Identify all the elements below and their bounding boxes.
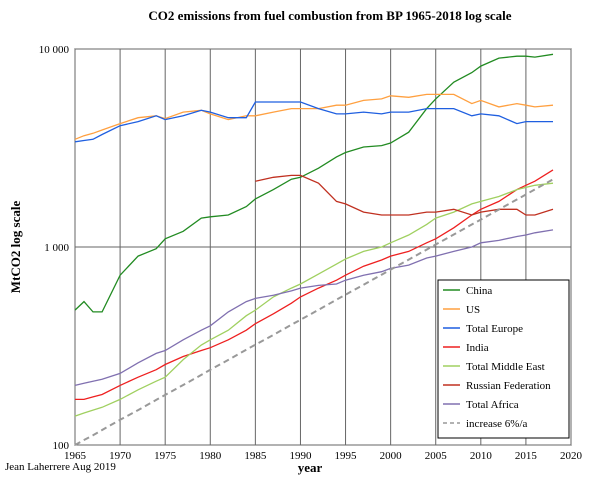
x-tick-label: 1970 <box>109 450 132 462</box>
series-line <box>74 178 554 446</box>
series-line <box>74 101 553 143</box>
x-tick-label: 2020 <box>560 450 583 462</box>
x-tick-label: 2010 <box>470 450 493 462</box>
annotation: Jean Laherrere Aug 2019 <box>5 461 116 473</box>
chart-title: CO2 emissions from fuel combustion from … <box>148 8 511 23</box>
x-tick-label: 1985 <box>244 450 267 462</box>
series-line <box>75 169 554 401</box>
x-tick-label: 1965 <box>64 450 87 462</box>
legend-label: Total Europe <box>466 323 523 335</box>
y-axis-label: MtCO2 log scale <box>8 201 23 294</box>
x-tick-label: 2015 <box>515 450 538 462</box>
x-tick-label: 1990 <box>289 450 312 462</box>
series-line <box>74 93 554 140</box>
x-tick-label: 1975 <box>154 450 177 462</box>
legend-label: India <box>466 342 489 354</box>
legend-label: Total Africa <box>466 399 519 411</box>
legend-box <box>437 279 570 439</box>
series-line <box>74 229 554 387</box>
x-tick-label: 1980 <box>199 450 222 462</box>
x-tick-label: 2000 <box>380 450 403 462</box>
x-axis-label: year <box>298 460 323 475</box>
legend-label: increase 6%/a <box>466 418 527 430</box>
y-tick-label: 100 <box>53 440 70 452</box>
series-line <box>74 53 554 313</box>
y-tick-label: 1 000 <box>44 242 69 254</box>
x-tick-label: 1995 <box>335 450 358 462</box>
series-line <box>255 174 554 216</box>
legend-label: China <box>466 285 492 297</box>
legend-label: Total Middle East <box>466 361 545 373</box>
series-line <box>74 182 554 417</box>
x-tick-label: 2005 <box>425 450 448 462</box>
y-tick-label: 10 000 <box>39 44 70 56</box>
legend-label: US <box>466 304 480 316</box>
legend-label: Russian Federation <box>466 380 551 392</box>
